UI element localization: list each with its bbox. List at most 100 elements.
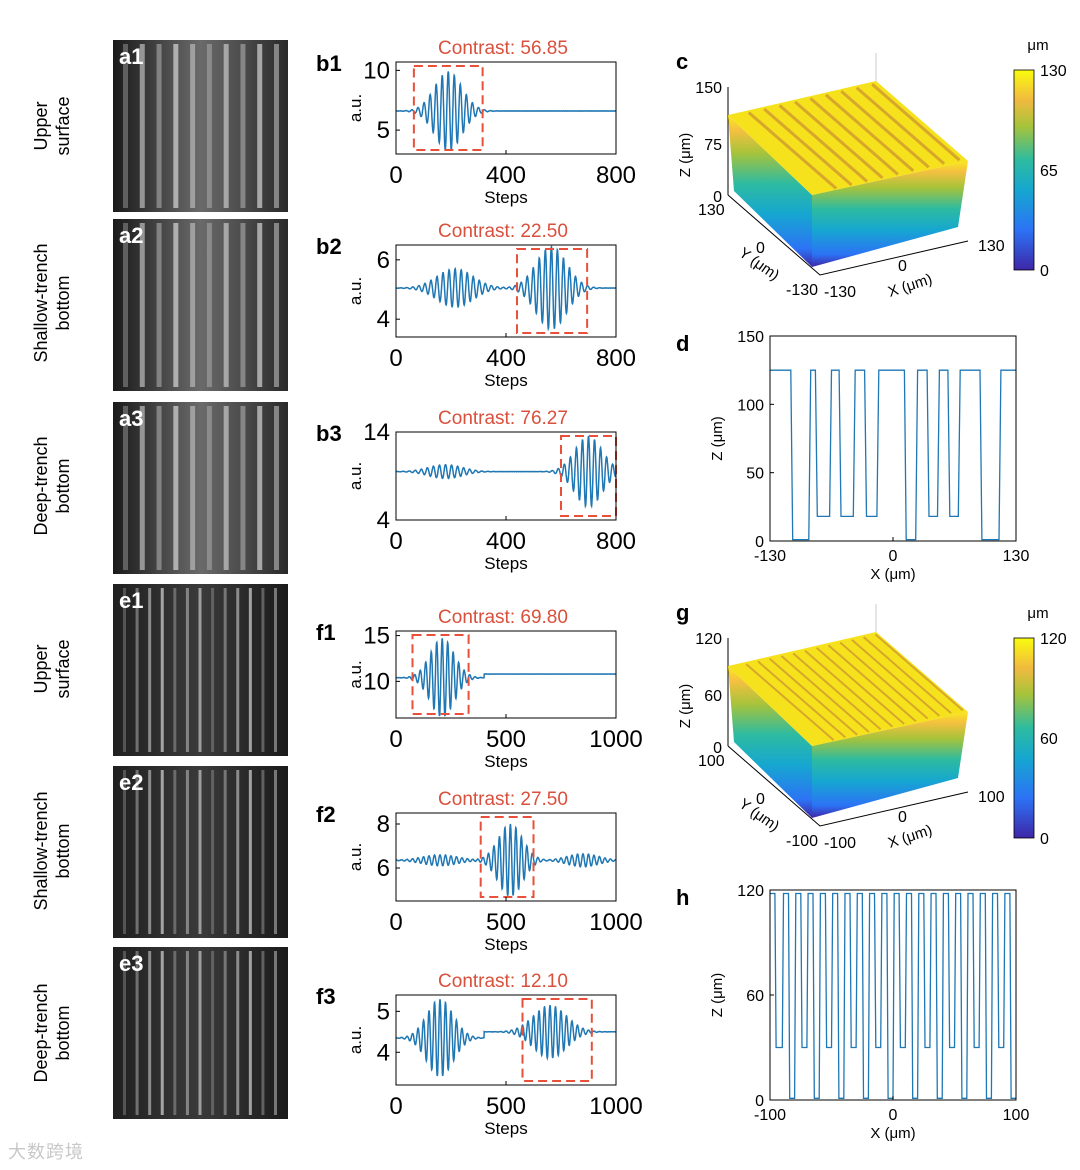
y-axis-label: a.u. — [346, 94, 365, 122]
surface-fin-edge — [769, 657, 858, 736]
surface-fin-edge — [792, 652, 882, 731]
y-tick-label: 8 — [377, 811, 390, 838]
highlight-box — [516, 248, 589, 334]
x-tick-label: 100 — [978, 789, 1005, 806]
surface-fin-edge — [747, 111, 838, 190]
y-tick-label: -130 — [786, 282, 818, 299]
x-tick-label: 130 — [1003, 548, 1030, 565]
contrast-title: Contrast: 76.27 — [438, 408, 568, 429]
surface-fin-edge — [778, 104, 869, 183]
colorbar-tick-label: 130 — [1040, 63, 1067, 80]
colorbar — [1013, 637, 1035, 839]
trench-stripe — [156, 44, 162, 208]
trench-stripe — [135, 770, 139, 934]
y-tick-label: 14 — [363, 419, 390, 446]
trench-stripe — [240, 44, 246, 208]
trench-stripe — [211, 588, 215, 752]
colorbar-tick-label: 65 — [1040, 163, 1058, 180]
micrograph-a1: a1 — [113, 40, 288, 212]
surface-side-wall — [812, 161, 968, 267]
z-axis-label-wrap: Z (μm) — [677, 133, 694, 177]
x-tick-label: 500 — [486, 726, 526, 753]
x-tick-label: 0 — [889, 1107, 898, 1124]
trench-stripe — [135, 588, 139, 752]
row-label: Shallow-trench bottom — [31, 791, 73, 910]
x-tick-label: 0 — [898, 258, 907, 275]
x-tick-label: -130 — [824, 284, 856, 301]
trench-stripe — [160, 588, 164, 752]
signal-line — [395, 638, 617, 717]
x-axis-label-wrap: X (μm) — [886, 271, 934, 301]
panel-label: b3 — [316, 421, 342, 446]
y-axis-label-wrap: a.u. — [346, 94, 365, 122]
trench-stripe — [248, 770, 252, 934]
y-tick-label: 15 — [363, 623, 390, 650]
chart-b1: 0 400 800 5 10 Steps a.u. Contrast: 56.85 b1 — [316, 38, 636, 207]
y-axis-label: a.u. — [346, 843, 365, 871]
trench-stripe — [173, 223, 179, 387]
x-tick-label: 0 — [389, 726, 402, 753]
y-tick-label: 120 — [737, 883, 764, 900]
trench-stripe — [274, 588, 277, 752]
trench-stripe — [223, 223, 229, 387]
highlight-box — [412, 65, 484, 151]
trench-stripe — [223, 588, 227, 752]
axis-box-edge — [727, 745, 969, 827]
trench-stripe — [274, 223, 279, 387]
row-label-line: Deep-trench — [31, 983, 51, 1082]
trench-stripe — [257, 44, 263, 208]
highlight-box — [521, 998, 593, 1082]
micrograph-e3: e3 — [113, 947, 288, 1119]
x-axis-label: Steps — [484, 752, 527, 771]
y-axis-label-wrap: Z (μm) — [709, 416, 726, 460]
z-tick-label: 150 — [695, 80, 722, 97]
trench-stripe — [139, 44, 145, 208]
x-axis-label: X (μm) — [886, 271, 934, 301]
axes-frame — [395, 994, 617, 1086]
signal-line — [395, 999, 617, 1077]
trench-stripe — [148, 588, 152, 752]
x-axis-label: X (μm) — [870, 566, 915, 583]
surface-front-wall — [728, 666, 812, 818]
y-axis-label: Z (μm) — [709, 416, 726, 460]
axis-box-edge — [727, 194, 969, 276]
highlight-box — [479, 816, 535, 898]
z-axis-label-wrap: Z (μm) — [677, 684, 694, 728]
z-axis-label: Z (μm) — [677, 133, 694, 177]
trench-stripe — [190, 44, 196, 208]
row-label-line: Upper — [31, 101, 51, 150]
highlight-box — [560, 435, 617, 517]
surface-fin-edge — [839, 641, 929, 720]
y-tick-label: 0 — [756, 791, 765, 808]
x-tick-label: 130 — [978, 238, 1005, 255]
x-tick-label: 800 — [596, 345, 636, 372]
trench-stripe — [240, 223, 246, 387]
y-axis-label-wrap: Z (μm) — [709, 973, 726, 1017]
row-label: Upper surface — [31, 96, 73, 155]
panel-label: f1 — [316, 620, 336, 645]
surface-fin-edge — [851, 639, 940, 717]
trench-stripe — [261, 588, 265, 752]
row-label-line: Shallow-trench — [31, 791, 51, 910]
y-tick-label: 60 — [746, 988, 764, 1005]
row-label-line: bottom — [53, 823, 73, 878]
trench-stripe — [223, 770, 227, 934]
contrast-title: Contrast: 12.10 — [438, 971, 568, 992]
y-axis-label: a.u. — [346, 1026, 365, 1054]
trench-stripe — [160, 951, 164, 1115]
surface-side-wall — [812, 712, 968, 818]
trench-stripe — [274, 44, 279, 208]
trench-stripe — [123, 951, 126, 1115]
watermark: 大数跨境 — [8, 1142, 84, 1163]
profile-line — [770, 892, 1016, 1099]
x-axis-label: Steps — [484, 371, 527, 390]
axes-frame — [769, 335, 1017, 542]
y-tick-label: 0 — [755, 534, 764, 551]
row-label-line: Shallow-trench — [31, 243, 51, 362]
surface-fin-edge — [871, 83, 961, 162]
y-tick-label: 130 — [698, 202, 725, 219]
x-tick-label: 0 — [898, 809, 907, 826]
y-tick-label: 50 — [746, 466, 764, 483]
